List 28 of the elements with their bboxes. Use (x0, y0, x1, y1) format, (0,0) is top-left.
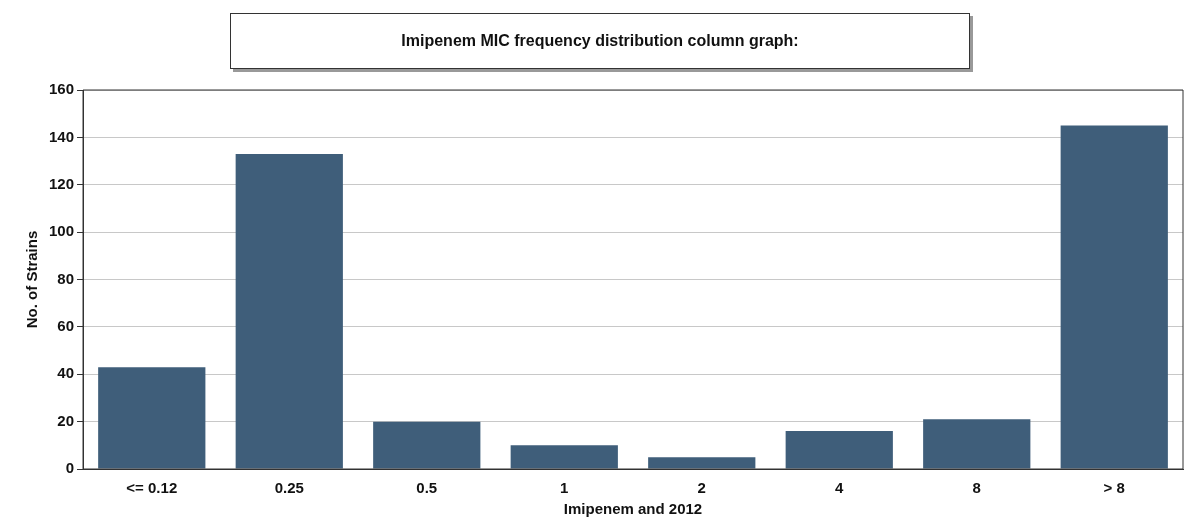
y-tick-label: 140 (49, 127, 75, 145)
y-tick-label: 160 (49, 80, 75, 98)
y-tick-label: 0 (65, 459, 75, 477)
x-tick-label: <= 0.12 (126, 479, 178, 497)
x-tick-label: 1 (560, 479, 569, 497)
bar (510, 445, 618, 469)
bar (923, 419, 1031, 469)
x-tick-label: 2 (697, 479, 706, 497)
x-tick-label: > 8 (1103, 479, 1125, 497)
bar (648, 457, 756, 469)
y-tick-label: 20 (57, 411, 75, 429)
chart-title: Imipenem MIC frequency distribution column graph: (230, 13, 970, 69)
y-tick-label: 100 (49, 222, 75, 240)
y-tick-label: 60 (57, 317, 75, 335)
bar (373, 421, 481, 469)
x-axis-title: Imipenem and 2012 (563, 500, 703, 518)
x-tick-label: 4 (835, 479, 845, 497)
y-tick-label: 120 (49, 174, 75, 192)
bar (98, 367, 206, 469)
x-tick-label: 0.5 (416, 479, 438, 497)
y-axis-title: No. of Strains (23, 230, 41, 329)
bar (785, 431, 893, 469)
bar (1060, 125, 1168, 469)
x-tick-label: 0.25 (274, 479, 304, 497)
x-tick-label: 8 (972, 479, 981, 497)
y-tick-label: 80 (57, 269, 75, 287)
bar (235, 153, 343, 469)
y-tick-label: 40 (57, 364, 75, 382)
